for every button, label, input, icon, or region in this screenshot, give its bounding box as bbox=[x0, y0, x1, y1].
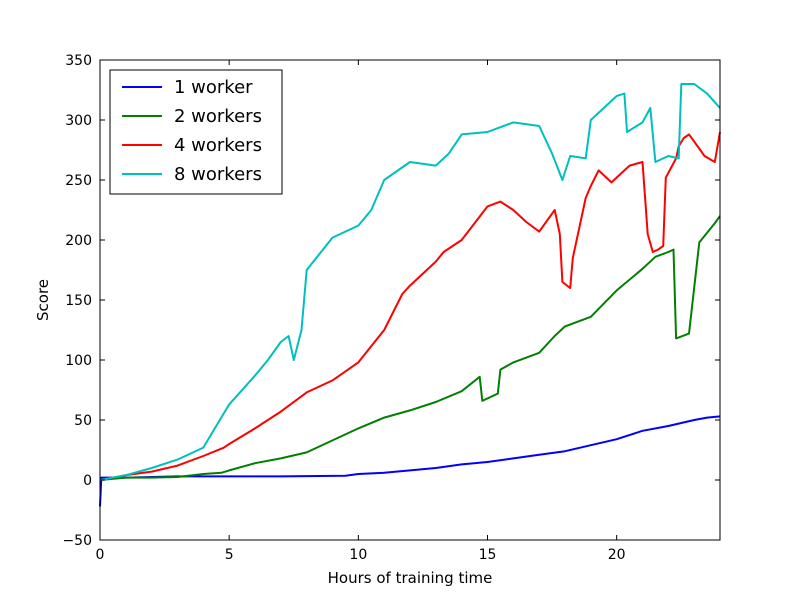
x-tick-label: 5 bbox=[225, 547, 234, 563]
legend-label-3: 4 workers bbox=[174, 135, 262, 156]
x-tick-label: 20 bbox=[608, 547, 626, 563]
x-axis-label: Hours of training time bbox=[328, 569, 493, 587]
legend-label-1: 1 worker bbox=[174, 77, 253, 98]
series-line-3 bbox=[99, 131, 721, 481]
y-tick-label: 250 bbox=[65, 173, 92, 189]
series-line-2 bbox=[99, 215, 721, 481]
y-tick-label: 350 bbox=[65, 53, 92, 69]
y-tick-label: 150 bbox=[65, 293, 92, 309]
legend-label-4: 8 workers bbox=[174, 164, 262, 185]
legend-label-2: 2 workers bbox=[174, 106, 262, 127]
y-tick-label: 50 bbox=[74, 413, 92, 429]
plot-lines bbox=[99, 83, 721, 507]
y-tick-label: 0 bbox=[83, 473, 92, 489]
y-tick-label: 200 bbox=[65, 233, 92, 249]
legend: 1 worker 2 workers 4 workers 8 workers bbox=[109, 69, 283, 195]
y-tick-label: 100 bbox=[65, 353, 92, 369]
y-axis-label: Score bbox=[34, 279, 52, 321]
x-tick-label: 15 bbox=[479, 547, 497, 563]
y-tick-label: −50 bbox=[62, 533, 92, 549]
x-tick-label: 0 bbox=[96, 547, 105, 563]
y-tick-label: 300 bbox=[65, 113, 92, 129]
x-tick-label: 10 bbox=[349, 547, 367, 563]
series-line-4 bbox=[99, 83, 721, 481]
